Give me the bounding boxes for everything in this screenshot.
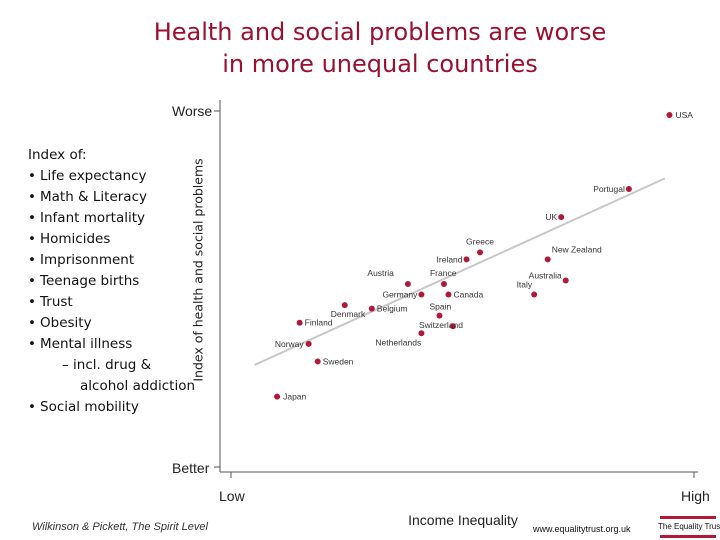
legend-list-last: Social mobility: [28, 397, 195, 418]
data-point-canada: [445, 291, 452, 298]
data-point-japan: [274, 393, 281, 400]
point-label-usa: USA: [675, 110, 693, 120]
point-label-ireland: Ireland: [437, 254, 463, 264]
title-line-2: in more unequal countries: [222, 50, 538, 78]
data-point-denmark: [341, 302, 348, 309]
point-label-uk: UK: [545, 212, 557, 222]
data-point-greece: [477, 249, 484, 256]
data-point-netherlands: [418, 330, 425, 337]
index-legend: Index of: Life expectancy Math & Literac…: [28, 145, 195, 418]
legend-subitem: alcohol addiction: [80, 378, 196, 394]
data-point-uk: [558, 214, 565, 221]
point-label-portugal: Portugal: [593, 184, 625, 194]
legend-heading: Index of:: [28, 147, 87, 163]
data-point-usa: [666, 112, 673, 119]
legend-item: Infant mortality: [28, 208, 195, 229]
data-point-germany: [418, 291, 425, 298]
data-point-norway: [305, 340, 312, 347]
data-point-portugal: [625, 185, 632, 192]
y-bottom-label: Better: [172, 460, 210, 476]
data-point-italy: [531, 291, 538, 298]
legend-subitem: – incl. drug &: [62, 357, 152, 373]
point-label-japan: Japan: [283, 392, 306, 402]
legend-item: Teenage births: [28, 271, 195, 292]
legend-item: Life expectancy: [28, 166, 195, 187]
point-label-belgium: Belgium: [377, 304, 408, 314]
chart-title: Health and social problems are worse in …: [0, 16, 720, 80]
legend-item: Obesity: [28, 313, 195, 334]
point-label-germany: Germany: [382, 290, 418, 300]
x-axis-label: Income Inequality: [408, 512, 518, 528]
data-point-finland: [296, 319, 303, 326]
data-point-sweden: [314, 358, 321, 365]
logo-text: The Equality Trust: [658, 522, 720, 531]
point-label-norway: Norway: [275, 339, 305, 349]
legend-item: Homicides: [28, 229, 195, 250]
point-label-new-zealand: New Zealand: [552, 244, 602, 254]
legend-item: Mental illness: [28, 334, 195, 355]
point-label-finland: Finland: [305, 318, 333, 328]
website-url[interactable]: www.equalitytrust.org.uk: [533, 524, 631, 534]
legend-item: Social mobility: [28, 397, 195, 418]
point-label-denmark: Denmark: [331, 309, 366, 319]
point-label-canada: Canada: [453, 290, 483, 300]
source-credit: Wilkinson & Pickett, The Spirit Level: [32, 521, 208, 533]
data-point-austria: [404, 281, 411, 287]
point-label-france: France: [430, 268, 457, 278]
point-label-switzerland: Switzerland: [419, 320, 463, 330]
point-label-sweden: Sweden: [323, 356, 354, 366]
point-label-spain: Spain: [429, 302, 451, 312]
legend-item: Math & Literacy: [28, 187, 195, 208]
data-point-ireland: [463, 256, 470, 263]
equality-trust-logo: The Equality Trust: [656, 516, 720, 538]
point-label-austria: Austria: [367, 268, 394, 278]
data-point-switzerland: [449, 323, 456, 330]
point-label-italy: Italy: [517, 280, 533, 290]
data-point-belgium: [368, 305, 375, 312]
legend-item: Trust: [28, 292, 195, 313]
logo-bar-bottom: [660, 535, 716, 538]
legend-list: Life expectancy Math & Literacy Infant m…: [28, 166, 195, 355]
data-point-france: [440, 281, 447, 287]
logo-bar-top: [660, 516, 716, 519]
x-high-label: High: [681, 488, 710, 504]
data-point-australia: [562, 277, 569, 284]
y-top-label: Worse: [172, 103, 213, 119]
x-low-label: Low: [219, 488, 245, 504]
point-label-netherlands: Netherlands: [375, 337, 421, 347]
point-label-australia: Australia: [529, 270, 562, 280]
data-point-spain: [436, 312, 443, 319]
trend-line: [254, 177, 666, 366]
point-label-greece: Greece: [466, 236, 494, 246]
title-line-1: Health and social problems are worse: [153, 18, 607, 46]
legend-item: Imprisonment: [28, 250, 195, 271]
data-point-new-zealand: [544, 256, 551, 263]
